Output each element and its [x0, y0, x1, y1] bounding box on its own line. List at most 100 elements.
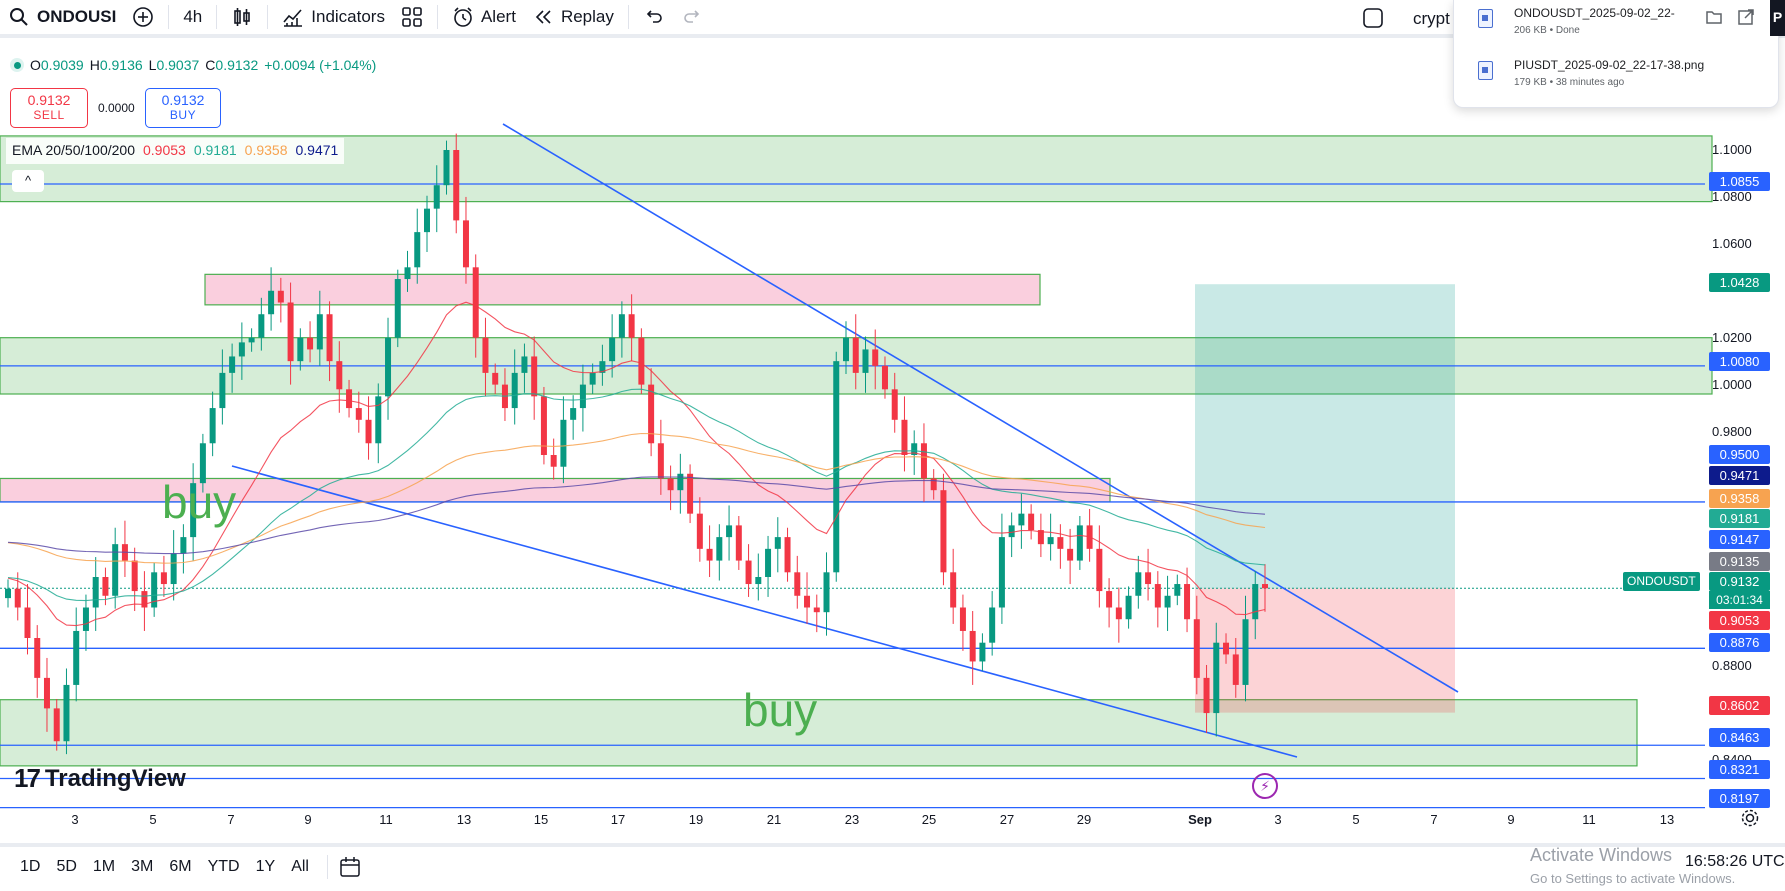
- symbol-search-button[interactable]: ONDOUSI: [0, 0, 124, 36]
- candle-body: [385, 337, 392, 397]
- interval-button[interactable]: 4h: [175, 0, 210, 36]
- ema-legend[interactable]: EMA 20/50/100/200 0.9053 0.9181 0.9358 0…: [6, 138, 345, 164]
- ema50-line: [7, 388, 1266, 602]
- range-5d[interactable]: 5D: [56, 858, 77, 875]
- candle-body: [482, 337, 489, 373]
- candle-body: [1193, 619, 1200, 678]
- open-label: O: [30, 57, 41, 73]
- candle-body: [843, 337, 849, 362]
- file-icon: [1478, 9, 1493, 28]
- price-tag: 0.8876: [1709, 633, 1770, 652]
- candle-body: [1067, 548, 1074, 561]
- candle-body: [229, 356, 236, 373]
- candle-body: [784, 537, 791, 573]
- compare-symbol-button[interactable]: [124, 0, 162, 36]
- descending-trendline: [502, 123, 1459, 693]
- range-ytd[interactable]: YTD: [207, 858, 240, 875]
- time-axis-label: 25: [921, 812, 937, 827]
- tradingview-logo[interactable]: 17 TradingView: [14, 763, 186, 794]
- candle-body: [151, 572, 158, 608]
- candle-body: [414, 232, 421, 268]
- candle-body: [638, 337, 645, 385]
- candle-body: [1223, 642, 1230, 655]
- candle-body: [833, 361, 840, 573]
- candle-body: [404, 267, 411, 280]
- add-circle-icon: [133, 7, 154, 27]
- candle-body: [1037, 530, 1044, 545]
- candle-body: [297, 337, 304, 362]
- layout-name[interactable]: crypt: [1413, 9, 1450, 28]
- candle-body: [24, 607, 31, 638]
- candle-body: [657, 443, 664, 479]
- price-axis-label: 0.8800: [1712, 658, 1752, 674]
- range-3m[interactable]: 3M: [131, 858, 154, 875]
- candle-body: [424, 208, 430, 233]
- candle-body: [472, 267, 479, 338]
- lightning-icon[interactable]: ⚡: [1252, 773, 1278, 799]
- price-tag: 0.9147: [1709, 530, 1770, 549]
- alert-button[interactable]: Alert: [444, 0, 524, 36]
- candle-body: [1203, 677, 1210, 714]
- candle-body: [307, 337, 314, 350]
- download-item[interactable]: PIUSDT_2025-09-02_22-17-38.png 179 KB • …: [1454, 52, 1780, 100]
- download-item[interactable]: ONDOUSDT_2025-09-02_22- 206 KB • Done: [1454, 0, 1780, 48]
- layout-button[interactable]: [1362, 7, 1384, 34]
- range-6m[interactable]: 6M: [169, 858, 192, 875]
- templates-button[interactable]: [393, 0, 431, 36]
- range-1y[interactable]: 1Y: [255, 858, 276, 875]
- windows-activation-watermark: Activate Windows: [1530, 845, 1673, 865]
- market-open-icon: [10, 58, 24, 72]
- utc-clock[interactable]: 16:58:26 UTC: [1685, 853, 1785, 870]
- price-tag: 0.9135: [1709, 552, 1770, 571]
- redo-button[interactable]: [673, 0, 711, 36]
- candle-body: [511, 372, 518, 409]
- interval-label: 4h: [183, 7, 203, 26]
- candle-body: [355, 408, 362, 420]
- candle-body: [979, 642, 986, 662]
- windows-activation-hint: Go to Settings to activate Windows.: [1530, 871, 1736, 886]
- settings-gear-icon[interactable]: [1740, 808, 1760, 828]
- undo-icon: [646, 10, 662, 23]
- range-1d[interactable]: 1D: [20, 858, 41, 875]
- collapse-legend-button[interactable]: ^: [12, 170, 44, 192]
- candle-body: [648, 384, 655, 444]
- candle-body: [1028, 513, 1035, 531]
- buy-button[interactable]: 0.9132 BUY: [145, 88, 221, 128]
- candle-body: [774, 537, 781, 549]
- symbol-name: ONDOUSI: [37, 7, 117, 26]
- candle-body: [63, 684, 70, 742]
- chart-pane[interactable]: buy buy: [0, 42, 1785, 891]
- candle-body: [1106, 591, 1113, 608]
- indicators-button[interactable]: Indicators: [274, 0, 393, 36]
- alarm-clock-icon: [454, 7, 472, 27]
- undo-button[interactable]: [635, 0, 673, 36]
- candle-body: [930, 478, 937, 491]
- candle-body: [998, 537, 1005, 608]
- date-range-icon[interactable]: [338, 855, 362, 879]
- candle-body: [687, 473, 694, 514]
- candle-body: [579, 384, 586, 409]
- candle-body: [199, 443, 206, 484]
- folder-icon[interactable]: [1705, 8, 1723, 26]
- candle-body: [316, 314, 323, 350]
- sell-button[interactable]: 0.9132 SELL: [10, 88, 88, 128]
- range-1m[interactable]: 1M: [92, 858, 116, 875]
- profile-badge[interactable]: P: [1770, 0, 1785, 36]
- candle-body: [258, 314, 265, 338]
- candle-body: [73, 630, 80, 685]
- current-price-tag: 0.9132: [1709, 572, 1770, 591]
- candle-body: [1154, 584, 1161, 608]
- open-external-icon[interactable]: [1737, 8, 1755, 26]
- search-icon: [10, 8, 28, 26]
- range-all[interactable]: All: [291, 858, 309, 875]
- price-chart[interactable]: buy buy: [0, 42, 1785, 842]
- file-icon: [1478, 61, 1493, 80]
- chart-type-button[interactable]: [223, 0, 261, 36]
- replay-button[interactable]: Replay: [524, 0, 622, 36]
- price-axis-label: 1.0800: [1712, 188, 1752, 204]
- candle-body: [1213, 642, 1220, 714]
- candle-body: [1145, 572, 1152, 585]
- price-axis-label: 1.0600: [1712, 235, 1752, 251]
- download-meta: 179 KB • 38 minutes ago: [1514, 77, 1625, 88]
- tv-logo-icon: 17: [14, 763, 41, 793]
